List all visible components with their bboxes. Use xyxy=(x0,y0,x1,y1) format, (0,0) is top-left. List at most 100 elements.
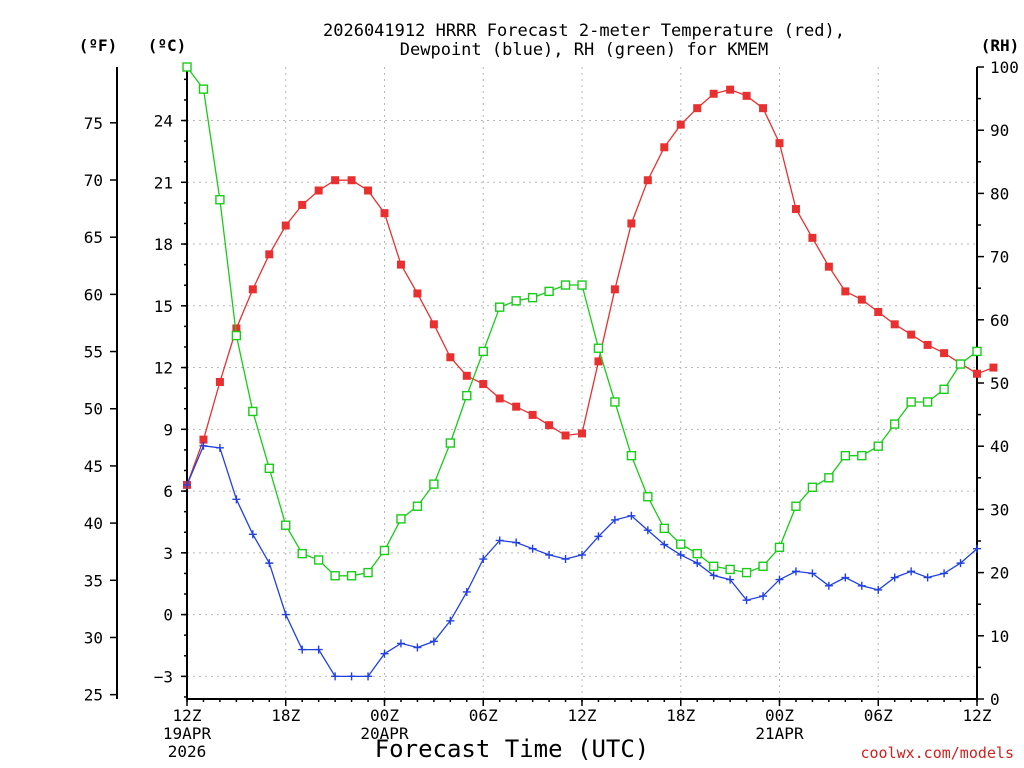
data-point xyxy=(231,330,242,341)
data-point xyxy=(413,289,422,298)
data-point xyxy=(380,649,389,658)
rh-tick-label: 30 xyxy=(990,500,1009,519)
data-point xyxy=(594,357,603,366)
data-point xyxy=(906,397,916,407)
data-point xyxy=(758,561,768,571)
data-point xyxy=(528,410,537,419)
data-point xyxy=(759,104,768,113)
credit-text: coolwx.com/models xyxy=(860,744,1014,762)
data-point xyxy=(725,564,735,575)
data-point xyxy=(874,307,883,316)
data-point xyxy=(545,550,554,559)
data-point xyxy=(775,139,784,148)
rh-tick-label: 100 xyxy=(990,58,1019,77)
data-point xyxy=(199,441,208,450)
data-point xyxy=(380,209,389,218)
data-point xyxy=(627,511,636,520)
data-point xyxy=(363,567,373,578)
data-point xyxy=(676,120,685,129)
data-point xyxy=(199,435,208,444)
data-point xyxy=(659,523,669,534)
data-point xyxy=(396,514,406,524)
x-tick-label: 18Z xyxy=(666,706,695,725)
data-point xyxy=(347,672,356,681)
data-point xyxy=(512,538,521,547)
fahrenheit-unit-label: (ºF) xyxy=(79,36,118,55)
data-point xyxy=(313,555,324,565)
rh-tick-label: 90 xyxy=(990,121,1009,140)
data-point xyxy=(248,530,257,539)
data-point xyxy=(479,555,488,564)
data-point xyxy=(495,394,504,403)
celsius-tick-label: 18 xyxy=(154,235,173,254)
data-point xyxy=(412,501,423,511)
data-point xyxy=(873,441,883,451)
data-point xyxy=(955,359,966,369)
x-tick-label: 12Z xyxy=(568,706,597,725)
data-point xyxy=(857,581,866,590)
data-point xyxy=(511,296,521,306)
data-point xyxy=(478,346,488,357)
data-point xyxy=(346,571,357,581)
rh-tick-label: 80 xyxy=(990,184,1009,203)
data-point xyxy=(265,250,274,259)
series-temperature xyxy=(183,85,998,489)
data-point xyxy=(890,573,899,582)
series-line xyxy=(186,445,978,678)
celsius-tick-label: 6 xyxy=(163,482,173,501)
data-point xyxy=(396,639,405,648)
data-point xyxy=(857,295,866,304)
data-point xyxy=(726,85,735,94)
data-point xyxy=(297,548,307,559)
data-point xyxy=(610,515,619,524)
data-point xyxy=(446,616,455,625)
fahrenheit-tick-label: 55 xyxy=(84,343,103,362)
data-point xyxy=(791,567,800,576)
fahrenheit-tick-label: 25 xyxy=(84,686,103,705)
data-point xyxy=(610,397,620,407)
data-point xyxy=(726,575,735,584)
data-point xyxy=(396,260,405,269)
data-point xyxy=(759,592,768,601)
x-tick-label: 18Z xyxy=(271,706,300,725)
data-point xyxy=(364,672,373,681)
series-line xyxy=(186,88,994,486)
data-point xyxy=(973,544,981,553)
data-point xyxy=(298,200,307,209)
data-point xyxy=(183,480,191,489)
data-point xyxy=(495,536,504,545)
data-point xyxy=(824,262,833,271)
data-point xyxy=(808,233,817,242)
data-point xyxy=(495,302,505,312)
rh-tick-label: 0 xyxy=(990,690,1000,709)
data-point xyxy=(742,596,751,605)
celsius-tick-label: 0 xyxy=(163,606,173,625)
celsius-tick-label: 24 xyxy=(154,112,173,131)
data-point xyxy=(692,548,702,559)
data-point xyxy=(527,292,538,303)
data-point xyxy=(528,544,537,553)
data-point xyxy=(808,569,817,578)
data-point xyxy=(922,397,933,407)
data-point xyxy=(364,186,373,195)
celsius-tick-label: 12 xyxy=(154,359,173,378)
series-group xyxy=(182,62,998,681)
data-point xyxy=(445,438,456,448)
data-point xyxy=(560,280,571,290)
data-point xyxy=(594,532,603,541)
data-point xyxy=(923,573,932,582)
data-point xyxy=(923,340,932,349)
data-point xyxy=(841,287,850,296)
data-point xyxy=(840,450,851,461)
fahrenheit-tick-label: 40 xyxy=(84,514,103,533)
data-point xyxy=(643,176,652,185)
fahrenheit-tick-label: 70 xyxy=(84,171,103,190)
data-point xyxy=(347,176,356,185)
data-point xyxy=(907,330,916,339)
data-point xyxy=(182,62,192,72)
tick-labels: −303691215182124253035404550556065707501… xyxy=(84,58,1019,761)
data-point xyxy=(708,561,719,571)
x-tick-label: 00Z xyxy=(765,706,794,725)
data-point xyxy=(874,585,883,594)
data-point xyxy=(215,443,224,452)
